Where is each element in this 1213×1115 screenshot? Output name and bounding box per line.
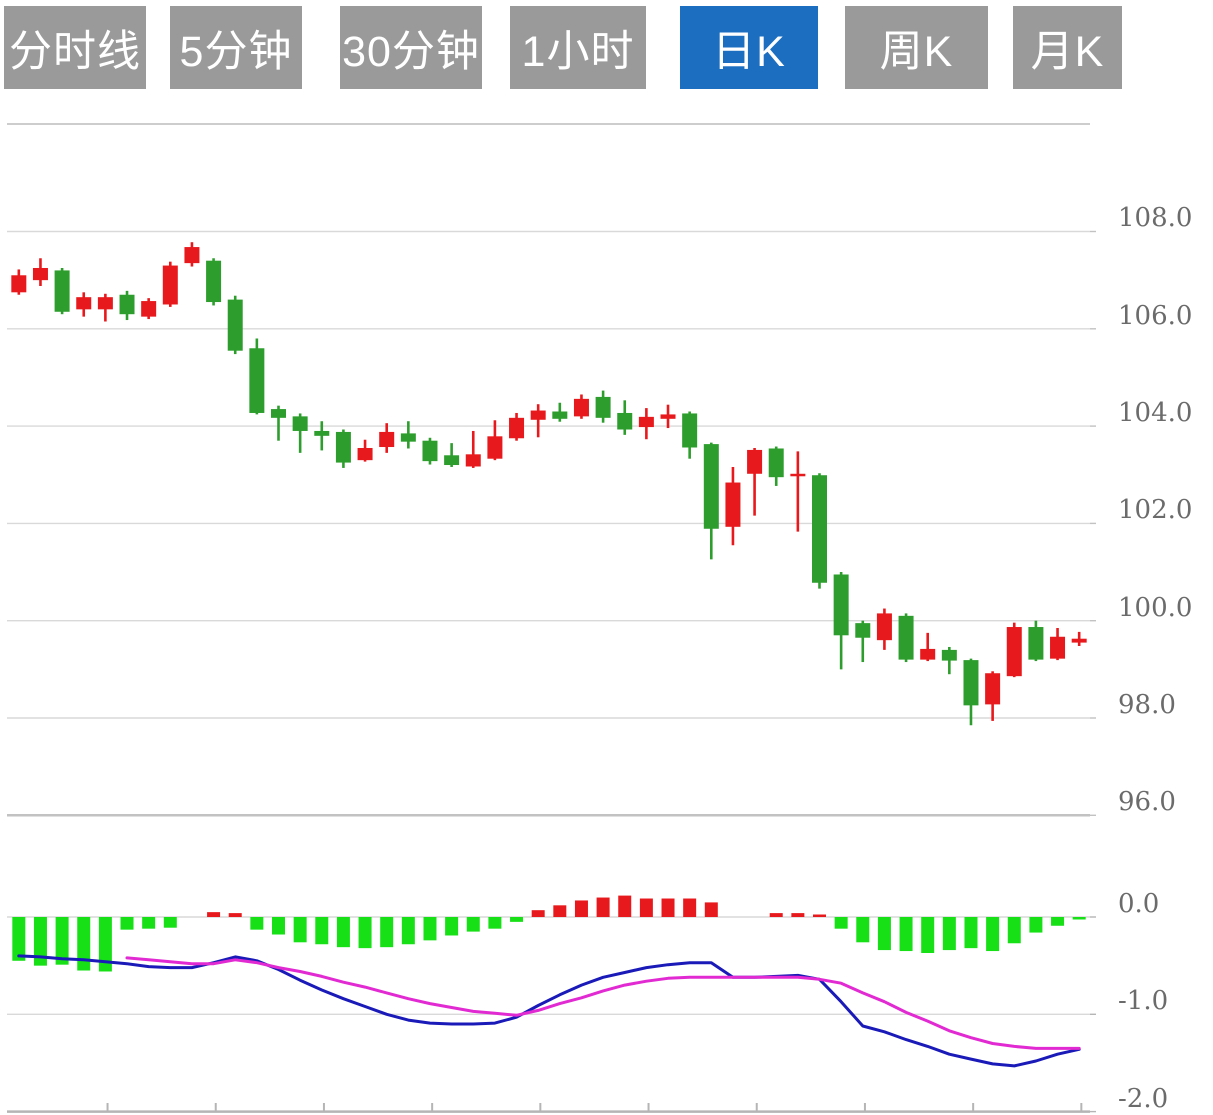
y-axis-label: -2.0 [1118,1084,1169,1114]
tab-5min[interactable]: 5分钟 [170,6,302,89]
tab-weekly-k[interactable]: 周K [845,6,988,89]
y-axis-label: 96.0 [1118,787,1176,817]
y-axis-label: -1.0 [1118,986,1169,1016]
y-axis-label: 100.0 [1118,593,1193,623]
y-axis-label: 106.0 [1118,301,1193,331]
y-axis-label: 108.0 [1118,203,1193,233]
tab-30min[interactable]: 30分钟 [340,6,482,89]
tab-monthly-k[interactable]: 月K [1013,6,1122,89]
y-axis-label: 102.0 [1118,495,1193,525]
tab-1hour[interactable]: 1小时 [510,6,646,89]
tab-minute-line[interactable]: 分时线 [4,6,146,89]
y-axis-label: 104.0 [1118,398,1193,428]
y-axis-label: 98.0 [1118,690,1176,720]
y-axis-label: 0.0 [1118,889,1160,919]
tab-daily-k[interactable]: 日K [680,6,818,89]
